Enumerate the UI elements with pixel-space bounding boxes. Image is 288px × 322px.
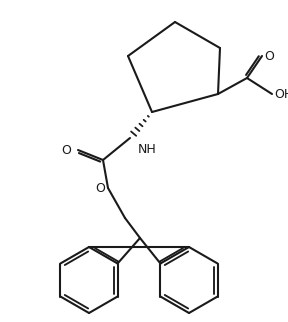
- Text: O: O: [61, 144, 71, 156]
- Text: OH: OH: [274, 88, 288, 100]
- Text: O: O: [95, 182, 105, 194]
- Text: O: O: [264, 50, 274, 62]
- Text: NH: NH: [138, 143, 157, 156]
